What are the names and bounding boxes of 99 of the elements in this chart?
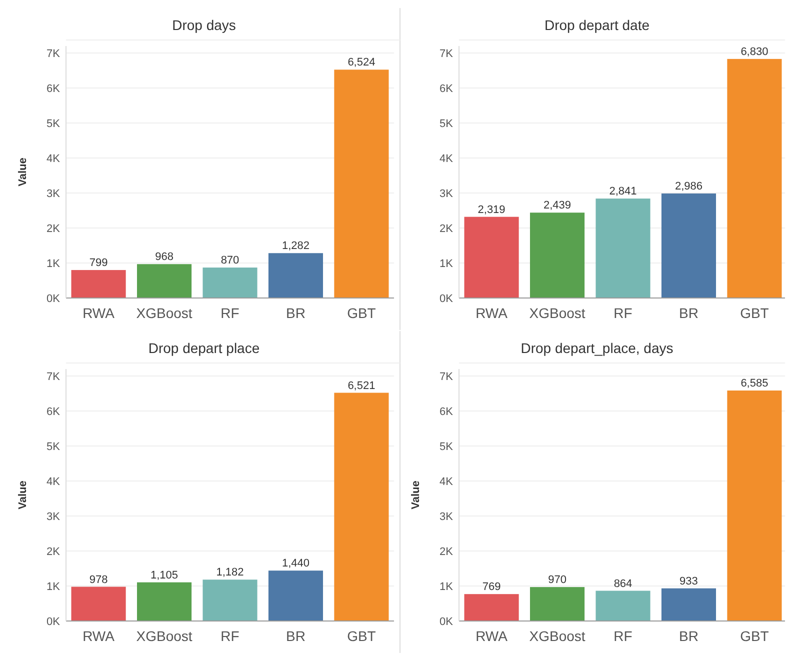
y-tick-label: 5K	[46, 118, 61, 130]
bar	[268, 253, 324, 298]
x-tick-label: BR	[679, 628, 698, 644]
bar	[71, 270, 126, 298]
chart-title: Drop depart date	[544, 17, 650, 33]
data-label: 968	[155, 251, 174, 264]
bar	[661, 193, 716, 298]
y-tick-label: 7K	[440, 371, 454, 383]
y-tick-label: 3K	[46, 188, 61, 200]
y-tick-label: 3K	[440, 511, 454, 523]
bar	[596, 198, 650, 298]
bar	[136, 582, 192, 621]
y-tick-label: 0K	[440, 616, 454, 628]
y-tick-label: 5K	[440, 118, 454, 130]
data-label: 6,585	[740, 378, 768, 390]
bar	[71, 586, 126, 621]
x-tick-label: RWA	[476, 628, 508, 644]
y-tick-label: 1K	[46, 581, 61, 593]
y-tick-label: 4K	[46, 153, 61, 165]
x-tick-label: RF	[220, 305, 240, 321]
bar	[268, 570, 324, 621]
x-tick-label: GBT	[347, 628, 376, 644]
x-tick-label: XGBoost	[136, 628, 192, 644]
data-label: 769	[482, 581, 501, 594]
bar	[727, 390, 782, 621]
y-tick-label: 3K	[440, 188, 454, 200]
bar	[596, 590, 650, 621]
y-tick-label: 4K	[440, 476, 454, 488]
x-tick-label: GBT	[740, 305, 770, 321]
x-tick-label: RF	[614, 305, 632, 321]
bar	[202, 268, 258, 298]
y-tick-label: 6K	[46, 406, 61, 418]
bar	[530, 212, 585, 298]
chart-title: Drop depart place	[148, 340, 260, 356]
y-tick-label: 0K	[440, 293, 454, 305]
data-label: 799	[89, 257, 108, 270]
chart-title: Drop days	[172, 17, 236, 33]
x-tick-label: RWA	[82, 305, 116, 321]
x-tick-label: XGBoost	[529, 305, 586, 321]
data-label: 2,319	[478, 204, 506, 216]
x-tick-label: GBT	[347, 305, 376, 321]
y-tick-label: 2K	[440, 223, 454, 235]
data-label: 1,105	[150, 569, 178, 582]
bar	[136, 264, 192, 298]
y-tick-label: 1K	[46, 258, 61, 270]
data-label: 2,439	[544, 200, 572, 212]
bar	[202, 580, 258, 621]
data-label: 933	[680, 575, 698, 588]
x-tick-label: GBT	[740, 628, 770, 644]
y-tick-label: 7K	[46, 371, 61, 383]
y-tick-label: 7K	[440, 48, 454, 60]
y-axis-title: Value	[410, 480, 422, 510]
data-label: 6,524	[348, 56, 376, 69]
bar	[727, 58, 782, 298]
x-tick-label: RWA	[82, 628, 116, 644]
y-axis-title: Value	[17, 158, 29, 186]
y-tick-label: 0K	[46, 293, 61, 305]
chart-title: Drop depart_place, days	[520, 340, 674, 356]
data-label: 1,182	[216, 566, 244, 579]
bar	[334, 392, 389, 621]
y-tick-label: 6K	[440, 83, 454, 95]
y-tick-label: 6K	[440, 406, 454, 418]
x-tick-label: RF	[614, 628, 632, 644]
y-tick-label: 2K	[46, 546, 61, 558]
x-tick-label: RWA	[476, 305, 508, 321]
data-label: 870	[220, 254, 240, 267]
bar	[464, 594, 519, 621]
x-tick-label: BR	[286, 628, 306, 644]
data-label: 1,282	[282, 240, 310, 252]
x-tick-label: BR	[286, 305, 306, 321]
y-tick-label: 1K	[440, 581, 454, 593]
y-axis-title: Value	[17, 480, 29, 510]
data-label: 2,986	[674, 180, 702, 192]
data-label: 864	[614, 578, 632, 590]
y-tick-label: 5K	[440, 441, 454, 453]
y-tick-label: 2K	[440, 546, 454, 558]
y-tick-label: 7K	[46, 48, 61, 60]
data-label: 6,521	[348, 380, 376, 392]
y-tick-label: 5K	[46, 441, 61, 453]
data-label: 978	[89, 574, 108, 586]
data-label: 6,830	[740, 46, 768, 58]
x-tick-label: RF	[220, 628, 240, 644]
data-label: 970	[548, 574, 566, 586]
x-tick-label: XGBoost	[136, 305, 192, 321]
data-label: 2,841	[609, 186, 637, 198]
y-tick-label: 0K	[46, 616, 61, 628]
y-tick-label: 4K	[440, 153, 454, 165]
bar	[464, 216, 519, 298]
x-tick-label: BR	[679, 305, 698, 321]
y-tick-label: 1K	[440, 258, 454, 270]
bar	[661, 588, 716, 621]
y-tick-label: 3K	[46, 511, 61, 523]
data-label: 1,440	[282, 558, 310, 570]
y-tick-label: 2K	[46, 223, 61, 235]
x-tick-label: XGBoost	[529, 628, 586, 644]
bar	[334, 70, 389, 298]
y-tick-label: 4K	[46, 476, 61, 488]
y-tick-label: 6K	[46, 83, 61, 95]
bar	[530, 587, 585, 621]
